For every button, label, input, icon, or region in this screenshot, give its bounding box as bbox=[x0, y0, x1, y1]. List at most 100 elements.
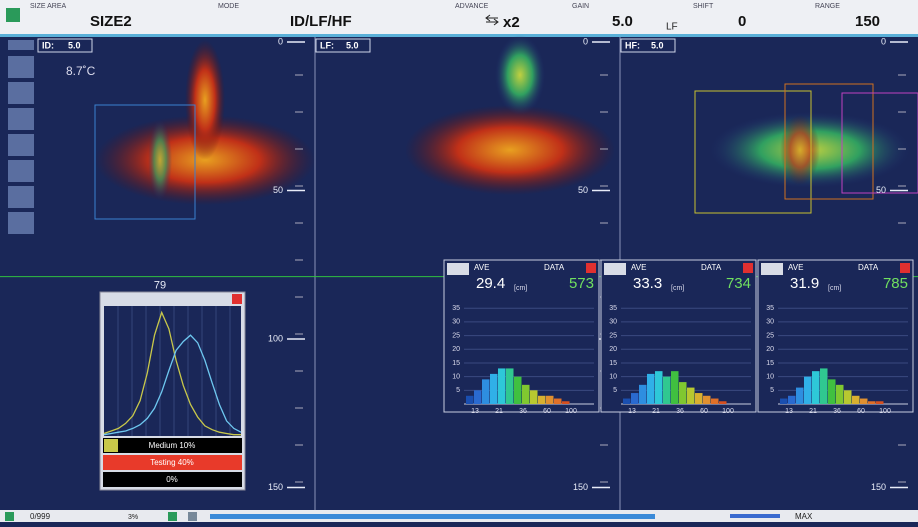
close-button[interactable] bbox=[900, 263, 910, 273]
y-tick-label: 15 bbox=[766, 360, 774, 367]
slider[interactable] bbox=[730, 514, 780, 518]
bar bbox=[687, 388, 695, 404]
x-tick-label: 100 bbox=[879, 408, 891, 415]
tool-button[interactable] bbox=[8, 134, 34, 156]
bar bbox=[546, 396, 554, 404]
ave-label: AVE bbox=[474, 263, 489, 272]
bar bbox=[828, 379, 836, 404]
y-tick-label: 10 bbox=[609, 373, 617, 380]
panel-label: LF: bbox=[320, 40, 334, 50]
echo bbox=[780, 115, 820, 185]
close-button[interactable] bbox=[743, 263, 753, 273]
bar bbox=[562, 401, 570, 404]
y-tick-label: 25 bbox=[766, 332, 774, 339]
bar bbox=[498, 368, 506, 404]
legend-label: 0% bbox=[166, 475, 178, 484]
max-label: MAX bbox=[795, 512, 813, 521]
close-button[interactable] bbox=[586, 263, 596, 273]
bar bbox=[868, 401, 876, 404]
y-tick-label: 10 bbox=[452, 373, 460, 380]
tool-button[interactable] bbox=[8, 56, 34, 78]
depth-tick-label: 0 bbox=[881, 36, 886, 46]
depth-tick-label: 150 bbox=[268, 482, 283, 492]
depth-tick-label: 50 bbox=[273, 185, 283, 195]
tool-button[interactable] bbox=[8, 212, 34, 234]
bar bbox=[647, 374, 655, 404]
page: SIZE AREA MODE ADVANCE GAIN SHIFT RANGE … bbox=[0, 0, 918, 522]
menu-icon[interactable] bbox=[6, 8, 20, 22]
footer-icon[interactable] bbox=[168, 512, 177, 521]
bar bbox=[703, 396, 711, 404]
data-count: 573 bbox=[569, 275, 594, 292]
footer-icon[interactable] bbox=[5, 512, 14, 521]
depth-tick-label: 50 bbox=[876, 185, 886, 195]
bar bbox=[804, 377, 812, 404]
close-button[interactable] bbox=[232, 294, 242, 304]
window-icon[interactable] bbox=[761, 263, 783, 275]
bar bbox=[474, 390, 482, 404]
y-tick-label: 20 bbox=[609, 346, 617, 353]
sonar-screen: SIZE AREA MODE ADVANCE GAIN SHIFT RANGE … bbox=[0, 0, 918, 522]
ave-label: AVE bbox=[788, 263, 803, 272]
y-tick-label: 35 bbox=[766, 305, 774, 312]
top-stripe bbox=[0, 34, 918, 37]
size-area-label: SIZE AREA bbox=[30, 3, 67, 10]
bar bbox=[530, 390, 538, 404]
data-label: DATA bbox=[858, 263, 879, 272]
panel-label: HF: bbox=[625, 40, 640, 50]
bar bbox=[844, 390, 852, 404]
bar bbox=[506, 368, 514, 404]
bar bbox=[514, 377, 522, 404]
footer-icon[interactable] bbox=[188, 512, 197, 521]
bar bbox=[623, 399, 631, 404]
progress-bar bbox=[210, 514, 655, 519]
data-label: DATA bbox=[544, 263, 565, 272]
bar bbox=[836, 385, 844, 404]
temperature: 8.7˚C bbox=[66, 64, 96, 78]
x-tick-label: 60 bbox=[543, 408, 551, 415]
mode[interactable]: ID/LF/HF bbox=[290, 13, 352, 30]
ave-label: AVE bbox=[631, 263, 646, 272]
depth-tick-label: 100 bbox=[268, 333, 283, 343]
legend-label: Testing 40% bbox=[150, 458, 194, 467]
x-tick-label: 36 bbox=[676, 408, 684, 415]
size-area[interactable]: SIZE2 bbox=[90, 13, 132, 30]
gain-frequency: LF bbox=[666, 22, 678, 33]
tool-button[interactable] bbox=[8, 82, 34, 104]
y-tick-label: 35 bbox=[609, 305, 617, 312]
legend-swatch bbox=[104, 439, 118, 452]
mode-label: MODE bbox=[218, 3, 239, 10]
advance[interactable]: x2 bbox=[503, 14, 520, 31]
x-tick-label: 21 bbox=[652, 408, 660, 415]
x-tick-label: 36 bbox=[519, 408, 527, 415]
x-tick-label: 60 bbox=[857, 408, 865, 415]
tool-button[interactable] bbox=[8, 160, 34, 182]
percent: 3% bbox=[128, 514, 138, 521]
gain[interactable]: 5.0 bbox=[612, 13, 633, 30]
y-tick-label: 5 bbox=[613, 387, 617, 394]
range[interactable]: 150 bbox=[855, 13, 880, 30]
y-tick-label: 15 bbox=[609, 360, 617, 367]
shift[interactable]: 0 bbox=[738, 13, 746, 30]
window-icon[interactable] bbox=[447, 263, 469, 275]
bar bbox=[876, 401, 884, 404]
data-count: 785 bbox=[883, 275, 908, 292]
x-tick-label: 100 bbox=[722, 408, 734, 415]
window-icon[interactable] bbox=[604, 263, 626, 275]
bar bbox=[538, 396, 546, 404]
bar bbox=[852, 396, 860, 404]
cursor-depth-label: 79 bbox=[154, 280, 166, 292]
ave-unit: [cm] bbox=[514, 285, 527, 292]
y-tick-label: 30 bbox=[766, 319, 774, 326]
y-tick-label: 10 bbox=[766, 373, 774, 380]
tool-button[interactable] bbox=[8, 40, 34, 50]
bar bbox=[679, 382, 687, 404]
panel-label: ID: bbox=[42, 40, 54, 50]
gain-label: GAIN bbox=[572, 3, 589, 10]
tool-button[interactable] bbox=[8, 186, 34, 208]
y-tick-label: 25 bbox=[609, 332, 617, 339]
x-tick-label: 100 bbox=[565, 408, 577, 415]
bar bbox=[860, 399, 868, 404]
tool-button[interactable] bbox=[8, 108, 34, 130]
bar bbox=[719, 401, 727, 404]
